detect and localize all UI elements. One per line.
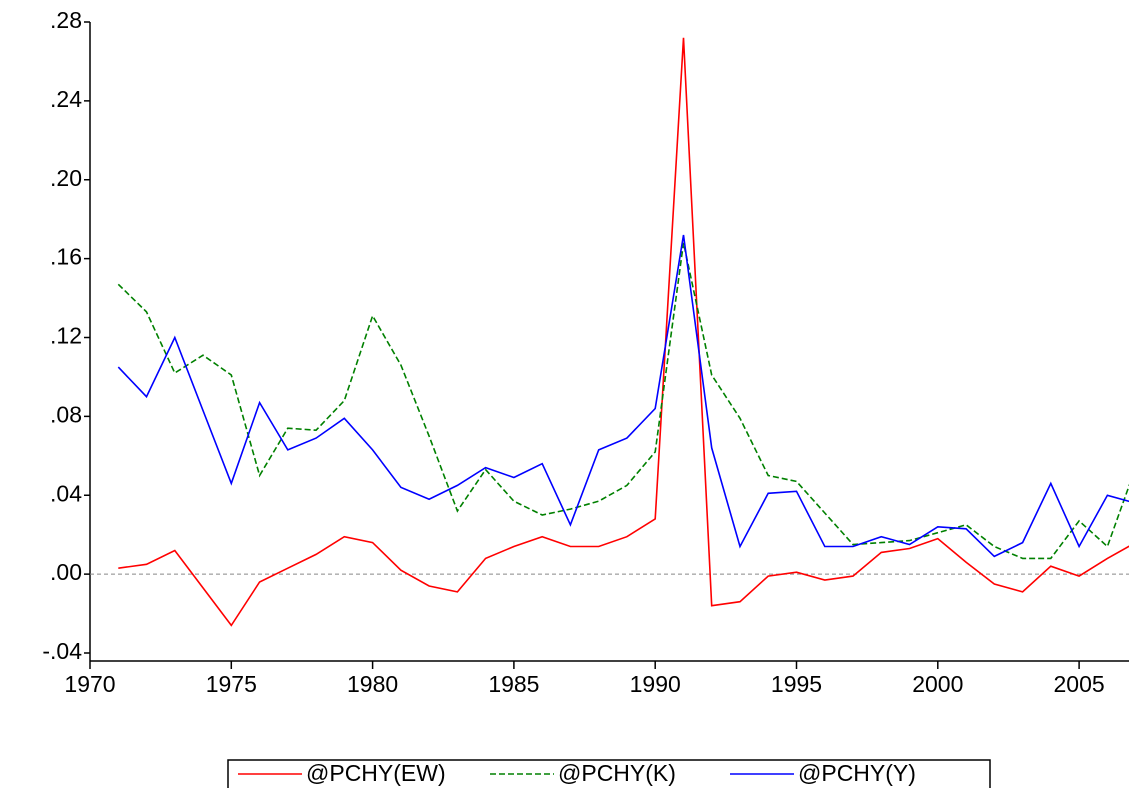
y-tick-label: .00: [50, 559, 82, 585]
y-tick-label: -.04: [42, 638, 82, 664]
x-tick-label: 2000: [912, 671, 963, 697]
series-line: [117, 242, 1129, 560]
x-tick-label: 1985: [488, 671, 539, 697]
legend-label: @PCHY(EW): [306, 760, 446, 786]
legend-label: @PCHY(K): [558, 760, 676, 786]
y-tick-label: .12: [50, 323, 82, 349]
y-tick-label: .08: [50, 401, 82, 427]
y-tick-label: .04: [50, 480, 82, 506]
x-tick-label: 1980: [347, 671, 398, 697]
x-tick-label: 1975: [206, 671, 257, 697]
y-tick-label: .28: [50, 7, 82, 33]
x-tick-label: 1990: [630, 671, 681, 697]
legend-label: @PCHY(Y): [798, 760, 916, 786]
x-tick-label: 1970: [64, 671, 115, 697]
series-line: [118, 37, 1129, 627]
x-tick-label: 2005: [1054, 671, 1105, 697]
legend-box: [227, 759, 991, 788]
y-tick-label: .24: [50, 86, 82, 112]
y-tick-label: .16: [50, 244, 82, 270]
plot-area: [117, 37, 1129, 627]
y-tick-label: .20: [50, 165, 82, 191]
x-tick-label: 1995: [771, 671, 822, 697]
series-line: [117, 234, 1129, 558]
